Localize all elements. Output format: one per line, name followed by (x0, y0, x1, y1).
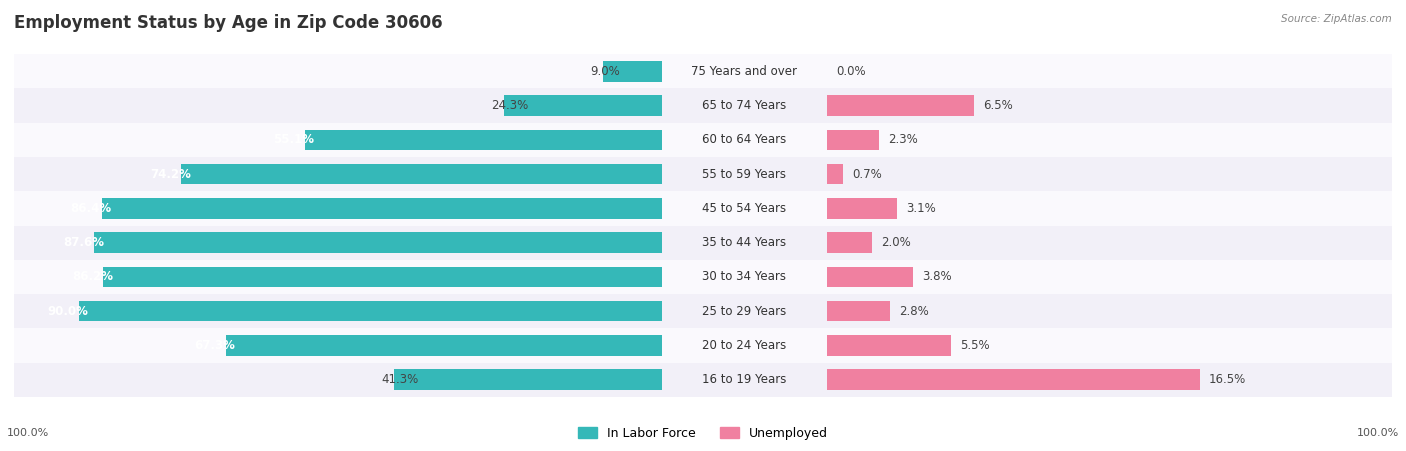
Bar (827, 226, 1392, 260)
Text: Employment Status by Age in Zip Code 30606: Employment Status by Age in Zip Code 306… (14, 14, 443, 32)
Text: Source: ZipAtlas.com: Source: ZipAtlas.com (1281, 14, 1392, 23)
Bar (827, 335, 952, 356)
Bar (226, 335, 662, 356)
Bar (394, 369, 662, 390)
Bar (662, 363, 827, 397)
Bar (827, 198, 897, 219)
Bar (14, 88, 662, 123)
Bar (662, 88, 827, 123)
Text: 24.3%: 24.3% (491, 99, 529, 112)
Bar (14, 260, 662, 294)
Bar (14, 54, 662, 88)
Text: 55.1%: 55.1% (274, 133, 315, 146)
Bar (94, 232, 662, 253)
Text: 20 to 24 Years: 20 to 24 Years (702, 339, 786, 352)
Text: 3.1%: 3.1% (905, 202, 936, 215)
Text: 86.4%: 86.4% (70, 202, 112, 215)
Text: 87.6%: 87.6% (63, 236, 104, 249)
Bar (827, 232, 872, 253)
Bar (827, 88, 1392, 123)
Bar (662, 191, 827, 226)
Text: 74.2%: 74.2% (150, 168, 191, 180)
Text: 0.0%: 0.0% (837, 65, 866, 78)
Bar (827, 260, 1392, 294)
Bar (827, 294, 1392, 328)
Text: 60 to 64 Years: 60 to 64 Years (702, 133, 786, 146)
Text: 90.0%: 90.0% (48, 305, 89, 318)
Text: 16.5%: 16.5% (1209, 373, 1246, 386)
Bar (305, 129, 662, 150)
Bar (827, 328, 1392, 363)
Text: 2.8%: 2.8% (900, 305, 929, 318)
Bar (662, 226, 827, 260)
Bar (662, 157, 827, 191)
Text: 2.3%: 2.3% (889, 133, 918, 146)
Bar (14, 123, 662, 157)
Bar (662, 123, 827, 157)
Text: 86.2%: 86.2% (72, 271, 112, 283)
Text: 25 to 29 Years: 25 to 29 Years (702, 305, 786, 318)
Text: 65 to 74 Years: 65 to 74 Years (702, 99, 786, 112)
Text: 67.3%: 67.3% (194, 339, 236, 352)
Bar (662, 54, 827, 88)
Bar (827, 164, 842, 184)
Bar (603, 61, 662, 82)
Legend: In Labor Force, Unemployed: In Labor Force, Unemployed (572, 422, 834, 445)
Text: 16 to 19 Years: 16 to 19 Years (702, 373, 786, 386)
Text: 75 Years and over: 75 Years and over (692, 65, 797, 78)
Text: 2.0%: 2.0% (882, 236, 911, 249)
Text: 3.8%: 3.8% (922, 271, 952, 283)
Text: 35 to 44 Years: 35 to 44 Years (702, 236, 786, 249)
Bar (827, 369, 1199, 390)
Text: 5.5%: 5.5% (960, 339, 990, 352)
Text: 30 to 34 Years: 30 to 34 Years (703, 271, 786, 283)
Bar (827, 301, 890, 322)
Bar (827, 157, 1392, 191)
Bar (827, 95, 974, 116)
Text: 0.7%: 0.7% (852, 168, 882, 180)
Bar (14, 328, 662, 363)
Text: 9.0%: 9.0% (591, 65, 620, 78)
Bar (827, 191, 1392, 226)
Bar (827, 54, 1392, 88)
Bar (14, 191, 662, 226)
Bar (181, 164, 662, 184)
Text: 55 to 59 Years: 55 to 59 Years (703, 168, 786, 180)
Bar (662, 294, 827, 328)
Text: 100.0%: 100.0% (7, 428, 49, 438)
Text: 6.5%: 6.5% (983, 99, 1012, 112)
Bar (662, 328, 827, 363)
Bar (103, 198, 662, 219)
Text: 100.0%: 100.0% (1357, 428, 1399, 438)
Bar (827, 123, 1392, 157)
Bar (104, 267, 662, 287)
Text: 45 to 54 Years: 45 to 54 Years (702, 202, 786, 215)
Bar (14, 157, 662, 191)
Bar (505, 95, 662, 116)
Bar (14, 226, 662, 260)
Bar (14, 294, 662, 328)
Text: 41.3%: 41.3% (381, 373, 419, 386)
Bar (79, 301, 662, 322)
Bar (14, 363, 662, 397)
Bar (827, 363, 1392, 397)
Bar (827, 129, 879, 150)
Bar (662, 260, 827, 294)
Bar (827, 267, 912, 287)
